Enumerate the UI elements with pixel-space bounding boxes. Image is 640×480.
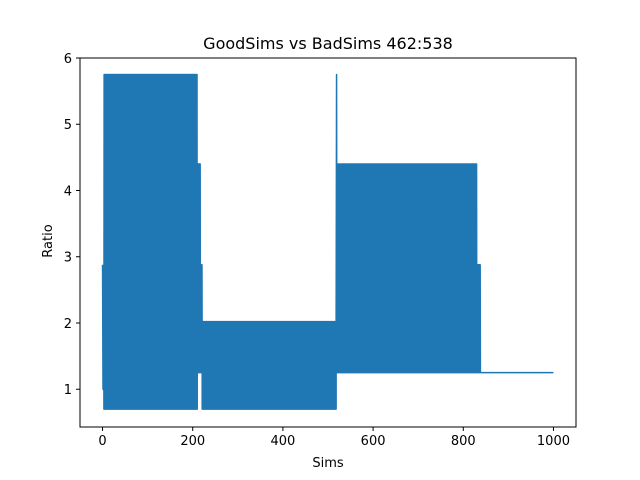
x-tick-label: 1000 <box>537 434 570 449</box>
x-tick-label: 400 <box>270 434 295 449</box>
x-tick-label: 200 <box>180 434 205 449</box>
x-tick-label: 0 <box>98 434 106 449</box>
x-axis-label: Sims <box>312 456 344 471</box>
y-tick-label: 6 <box>64 52 72 67</box>
y-tick-label: 4 <box>64 184 72 199</box>
x-tick-label: 600 <box>361 434 386 449</box>
y-axis-label: Ratio <box>41 224 56 257</box>
y-tick-label: 1 <box>64 383 72 398</box>
y-tick-label: 3 <box>64 251 72 266</box>
plot-area <box>101 73 554 410</box>
axes: 0 200 400 600 800 1000 1 2 3 4 5 6 <box>64 52 577 449</box>
y-tick-label: 2 <box>64 317 72 332</box>
series-line-0 <box>101 73 554 410</box>
chart-title: GoodSims vs BadSims 462:538 <box>203 34 453 53</box>
axes-frame <box>79 57 577 428</box>
y-tick-label: 5 <box>64 118 72 133</box>
x-tick-label: 800 <box>451 434 476 449</box>
